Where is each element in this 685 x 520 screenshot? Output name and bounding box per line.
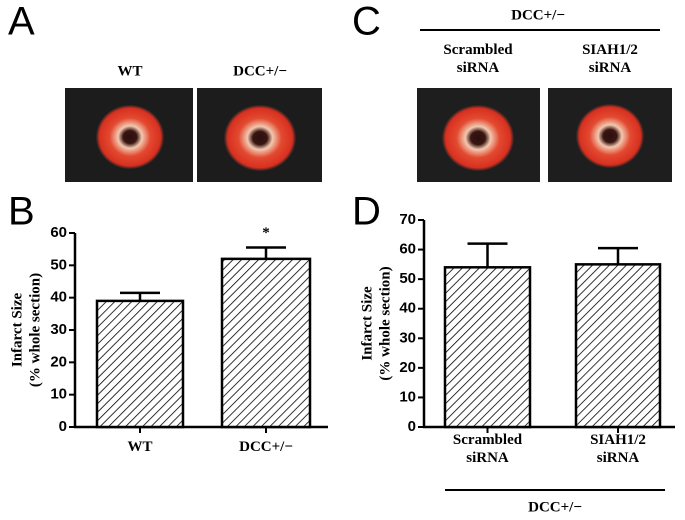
photo-label: WT [117, 63, 142, 79]
heart [576, 104, 644, 168]
panel-letter: B [8, 190, 35, 234]
y-axis-label: Infarct Size [9, 293, 25, 368]
x-tick-label: Scrambled siRNA [452, 432, 523, 466]
panel-letter: A [8, 0, 35, 44]
bar [443, 266, 532, 429]
heart [224, 105, 296, 171]
y-tick-label: 0 [59, 418, 67, 435]
y-axis-label: (% whole section) [377, 266, 393, 380]
y-tick-label: 40 [399, 300, 416, 317]
group-label: DCC+/− [528, 499, 582, 515]
significance: * [262, 225, 270, 241]
bar [95, 299, 185, 429]
error-bar [467, 242, 508, 268]
bar [574, 263, 662, 429]
y-tick-label: 20 [50, 353, 67, 370]
y-tick-label: 10 [50, 386, 67, 403]
photos [65, 88, 672, 182]
y-tick-label: 70 [399, 211, 416, 228]
panel-letter: C [352, 0, 381, 44]
y-axis-label: Infarct Size [359, 286, 375, 361]
y-tick-label: 30 [50, 321, 67, 338]
panel-letter: D [352, 190, 381, 234]
heart [96, 105, 164, 169]
photo-label: DCC+/− [233, 63, 287, 79]
photo-label: SIAH1/2 siRNA [582, 42, 638, 76]
error-bar [120, 291, 160, 301]
group-label: DCC+/− [511, 7, 565, 23]
y-tick-label: 50 [50, 256, 67, 273]
error-bar [246, 246, 286, 259]
heart [442, 105, 514, 171]
x-tick-label: WT [127, 439, 153, 455]
y-tick-label: 20 [399, 359, 416, 376]
photo-label: Scrambled siRNA [443, 42, 513, 76]
y-tick-label: 60 [50, 224, 67, 241]
y-tick-label: 40 [50, 289, 67, 306]
y-tick-label: 60 [399, 241, 416, 258]
y-tick-label: 30 [399, 329, 416, 346]
x-tick-label: DCC+/− [239, 439, 293, 455]
y-tick-label: 10 [399, 388, 416, 405]
error-bar [598, 246, 638, 265]
y-axis-label: (% whole section) [27, 273, 43, 387]
y-tick-label: 50 [399, 270, 416, 287]
x-tick-label: SIAH1/2 siRNA [590, 432, 646, 466]
bar [220, 257, 312, 429]
y-tick-label: 0 [408, 418, 416, 435]
